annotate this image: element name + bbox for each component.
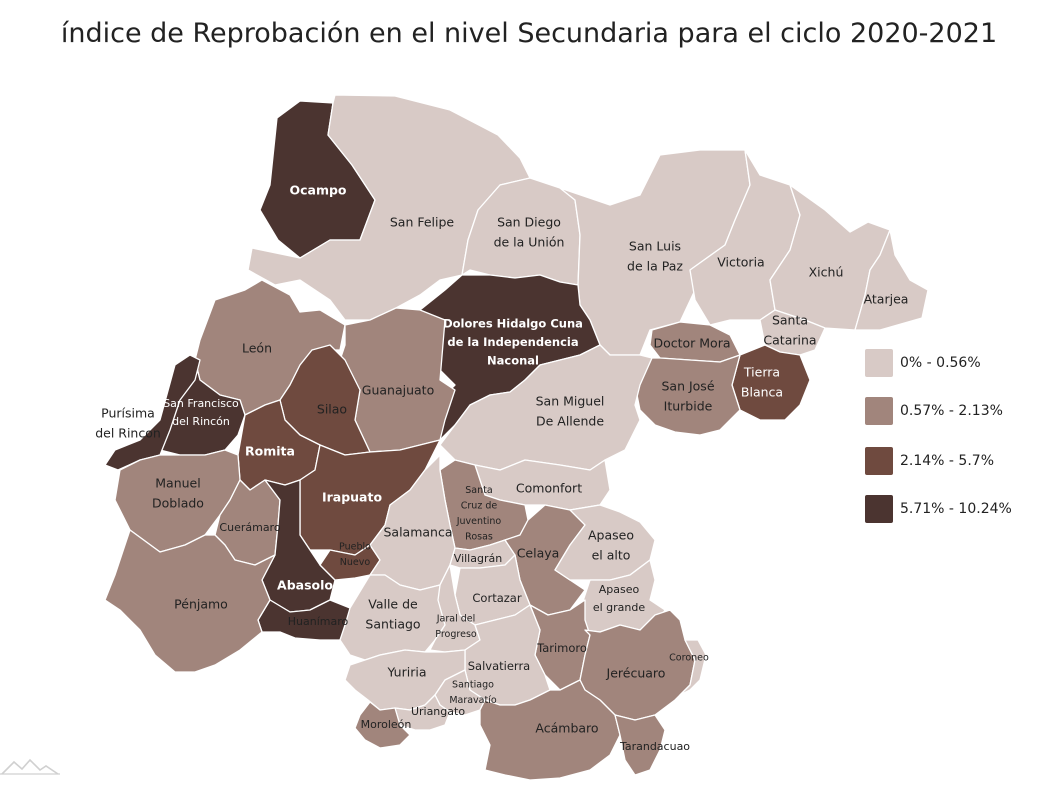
label-leon: León	[242, 340, 272, 355]
label-ocampo: Ocampo	[289, 182, 346, 197]
label-apaseo-el-grande: Apaseo el grande	[593, 583, 646, 614]
legend-swatch	[865, 495, 893, 523]
label-xichu: Xichú	[809, 264, 844, 279]
label-acambaro: Acámbaro	[535, 720, 598, 735]
label-jerecuaro: Jerécuaro	[606, 665, 666, 680]
label-coroneo: Coroneo	[669, 652, 709, 663]
label-tarimoro: Tarimoro	[536, 641, 587, 655]
label-doctor-mora: Doctor Mora	[653, 335, 730, 350]
label-abasolo: Abasolo	[277, 577, 333, 592]
label-moroleon: Moroleón	[361, 718, 412, 731]
label-cueramaro: Cuerámaro	[219, 521, 280, 534]
region-san-jose-iturbide[interactable]	[634, 354, 741, 436]
region-penjamo[interactable]	[104, 529, 276, 673]
label-villagran: Villagrán	[454, 552, 502, 565]
region-atarjea[interactable]	[854, 229, 929, 331]
label-huanimaro: Huanímaro	[288, 615, 349, 628]
region-moroleon[interactable]	[354, 701, 411, 749]
label-santiago-maravatio: Santiago Maravatío	[449, 680, 497, 706]
label-celaya: Celaya	[517, 545, 560, 560]
legend-swatch	[865, 447, 893, 475]
label-penjamo: Pénjamo	[174, 596, 228, 611]
label-santa-cruz-de-juventino-rosas: Santa Cruz de Juventino Rosas	[456, 485, 502, 542]
label-santa-catarina: Santa Catarina	[763, 312, 816, 347]
map-title: índice de Reprobación en el nivel Secund…	[60, 18, 998, 49]
legend-item[interactable]: 2.14% - 5.7%	[865, 446, 994, 476]
region-uriangato[interactable]	[394, 694, 451, 731]
label-irapuato: Irapuato	[322, 489, 383, 504]
region-coroneo[interactable]	[679, 639, 707, 696]
legend-item[interactable]: 0% - 0.56%	[865, 348, 981, 378]
mountain-logo-icon	[0, 758, 60, 775]
label-uriangato: Uriangato	[411, 705, 465, 718]
label-san-diego-de-la-union: San Diego de la Unión	[494, 214, 565, 249]
legend-label: 0.57% - 2.13%	[900, 403, 1003, 419]
label-san-francisco-del-rincon: San Francisco del Rincón	[163, 397, 239, 428]
label-guanajuato: Guanajuato	[362, 382, 434, 397]
label-san-luis-de-la-paz: San Luis de la Paz	[627, 238, 683, 273]
label-purisima-del-rincon: Purísima del Rincon	[95, 405, 161, 440]
label-tarandacuao: Tarandacuao	[619, 740, 690, 753]
label-silao: Silao	[317, 401, 347, 416]
label-manuel-doblado: Manuel Doblado	[152, 475, 204, 510]
label-apaseo-el-alto: Apaseo el alto	[588, 527, 634, 562]
label-atarjea: Atarjea	[864, 291, 909, 306]
legend-item[interactable]: 0.57% - 2.13%	[865, 396, 1003, 426]
label-comonfort: Comonfort	[516, 480, 582, 495]
label-cortazar: Cortazar	[472, 591, 521, 605]
legend-item[interactable]: 5.71% - 10.24%	[865, 494, 1012, 524]
label-yuriria: Yuriria	[386, 664, 426, 679]
label-valle-de-santiago: Valle de Santiago	[365, 596, 420, 631]
label-san-jose-iturbide: San José Iturbide	[661, 378, 714, 413]
region-santiago-maravatio[interactable]	[434, 669, 486, 716]
legend-swatch	[865, 349, 893, 377]
legend-swatch	[865, 397, 893, 425]
legend-label: 5.71% - 10.24%	[900, 501, 1012, 517]
label-salamanca: Salamanca	[383, 524, 452, 539]
label-romita: Romita	[245, 443, 295, 458]
label-tierra-blanca: Tierra Blanca	[741, 364, 783, 399]
label-dolores-hidalgo-cuna-de-la-independencia-naconal: Dolores Hidalgo Cuna de la Independencia N…	[443, 316, 583, 367]
label-san-miguel-de-allende: San Miguel De Allende	[536, 393, 605, 428]
label-jaral-del-progreso: Jaral del Progreso	[435, 614, 477, 640]
label-victoria: Victoria	[717, 254, 764, 269]
region-tierra-blanca[interactable]	[731, 344, 811, 421]
label-pueblo-nuevo: Pueblo Nuevo	[339, 542, 371, 568]
region-tarandacuao[interactable]	[614, 714, 666, 776]
legend-label: 0% - 0.56%	[900, 355, 981, 371]
legend-label: 2.14% - 5.7%	[900, 453, 994, 469]
label-san-felipe: San Felipe	[390, 214, 455, 229]
label-salvatierra: Salvatierra	[468, 659, 530, 673]
